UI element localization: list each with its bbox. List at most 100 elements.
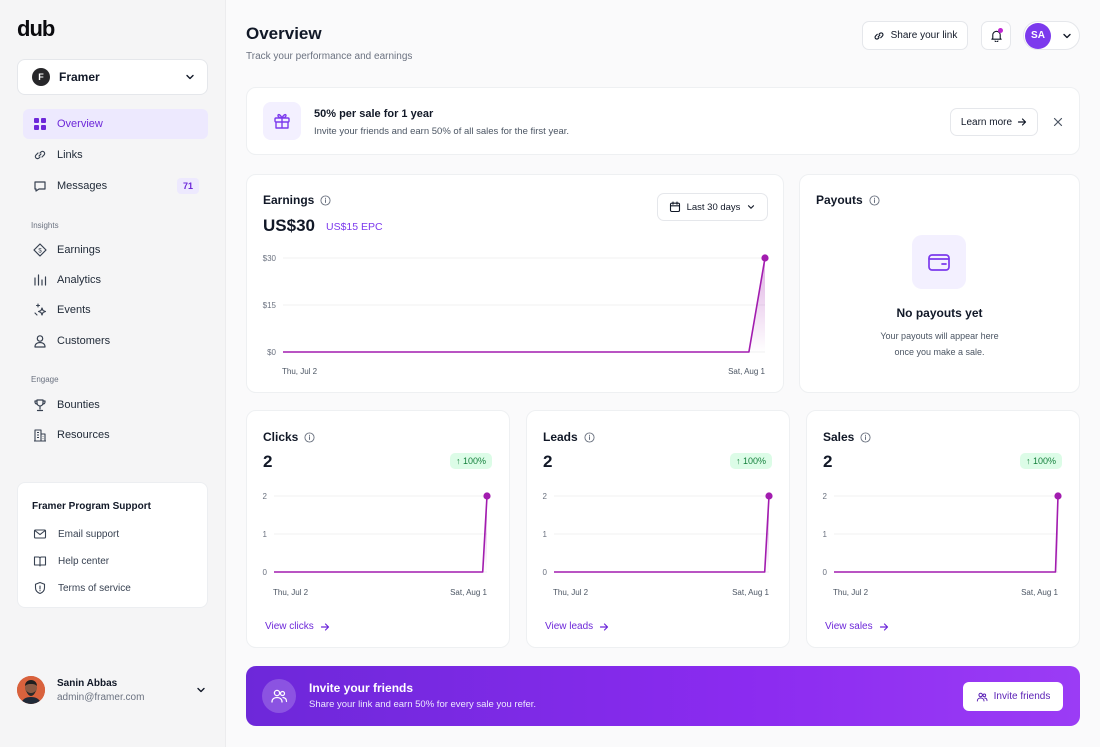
series-area bbox=[274, 496, 487, 572]
main-content: Overview Track your performance and earn… bbox=[225, 0, 1100, 747]
view-sales-link[interactable]: View sales bbox=[825, 621, 889, 632]
x-end-label: Sat, Aug 1 bbox=[732, 588, 769, 597]
bar-chart-icon bbox=[32, 272, 48, 288]
invite-banner: Invite your friends Share your link and … bbox=[246, 666, 1080, 726]
view-sales-label: View sales bbox=[825, 621, 873, 632]
x-start-label: Thu, Jul 2 bbox=[282, 367, 318, 376]
promo-title: 50% per sale for 1 year bbox=[314, 108, 434, 120]
arrow-right-icon bbox=[879, 622, 889, 632]
last-point bbox=[761, 254, 769, 262]
workspace-switcher[interactable]: F Framer bbox=[17, 59, 208, 95]
sidebar-item-links[interactable]: Links bbox=[23, 140, 208, 170]
earnings-epc: US$15 EPC bbox=[326, 221, 383, 233]
page-title: Overview bbox=[246, 24, 322, 43]
user-menu[interactable]: Sanin Abbas admin@framer.com bbox=[17, 673, 208, 707]
clicks-card: Clicks 2 ↑ 100% 2 1 0 Thu, Jul 2 Sat, Aug 1 … bbox=[246, 410, 510, 648]
leads-card: Leads 2 ↑ 100% 2 1 0 Thu, Jul 2 Sat, Aug 1 V… bbox=[526, 410, 790, 648]
y-tick-label: 2 bbox=[263, 492, 268, 501]
x-start-label: Thu, Jul 2 bbox=[833, 588, 869, 597]
invite-friends-button[interactable]: Invite friends bbox=[963, 682, 1063, 711]
leads-title-label: Leads bbox=[543, 430, 578, 444]
share-link-button[interactable]: Share your link bbox=[862, 21, 968, 50]
arrow-up-icon: ↑ bbox=[1025, 456, 1031, 466]
support-item-label: Help center bbox=[58, 555, 110, 567]
gift-icon bbox=[263, 102, 301, 140]
arrow-up-icon: ↑ bbox=[455, 456, 461, 466]
view-leads-link[interactable]: View leads bbox=[545, 621, 609, 632]
sidebar-item-label: Earnings bbox=[57, 244, 101, 256]
y-tick-label: 0 bbox=[543, 568, 548, 577]
leads-value: 2 bbox=[543, 452, 553, 471]
invite-friends-label: Invite friends bbox=[993, 691, 1051, 702]
sidebar: dub F Framer Overview Links Messages 71 … bbox=[0, 0, 225, 747]
no-payouts-line-2: once you make a sale. bbox=[894, 347, 985, 357]
clicks-title: Clicks bbox=[263, 430, 315, 444]
users-icon bbox=[262, 679, 296, 713]
sidebar-item-label: Bounties bbox=[57, 399, 100, 411]
dub-logo[interactable]: dub bbox=[17, 16, 55, 41]
y-tick-label: $30 bbox=[263, 254, 277, 263]
sidebar-item-label: Overview bbox=[57, 118, 103, 130]
x-end-label: Sat, Aug 1 bbox=[728, 367, 765, 376]
terms-of-service-link[interactable]: Terms of service bbox=[32, 580, 131, 596]
series-area bbox=[283, 258, 765, 352]
series-line bbox=[283, 257, 766, 353]
sales-chart: 2 1 0 Thu, Jul 2 Sat, Aug 1 bbox=[823, 492, 1062, 597]
learn-more-button[interactable]: Learn more bbox=[950, 108, 1038, 136]
y-tick-label: 0 bbox=[263, 568, 268, 577]
earnings-title: Earnings bbox=[263, 193, 331, 207]
account-menu[interactable]: SA bbox=[1023, 21, 1080, 50]
view-clicks-link[interactable]: View clicks bbox=[265, 621, 330, 632]
date-range-picker[interactable]: Last 30 days bbox=[657, 193, 768, 221]
series-line bbox=[554, 495, 770, 573]
last-point bbox=[483, 492, 491, 500]
info-icon[interactable] bbox=[304, 431, 315, 443]
sales-value: 2 bbox=[823, 452, 833, 471]
sidebar-item-analytics[interactable]: Analytics bbox=[23, 265, 208, 295]
change-value: 100% bbox=[1032, 456, 1056, 466]
trophy-icon bbox=[32, 397, 48, 413]
earnings-title-label: Earnings bbox=[263, 193, 315, 207]
calendar-icon bbox=[669, 201, 681, 213]
info-icon[interactable] bbox=[869, 194, 880, 206]
sidebar-item-overview[interactable]: Overview bbox=[23, 109, 208, 139]
y-tick-label: 1 bbox=[543, 530, 548, 539]
help-center-link[interactable]: Help center bbox=[32, 553, 109, 569]
book-icon bbox=[32, 553, 48, 569]
sidebar-item-earnings[interactable]: $ Earnings bbox=[23, 235, 208, 265]
change-badge: ↑ 100% bbox=[449, 453, 492, 469]
sidebar-item-events[interactable]: Events bbox=[23, 295, 208, 325]
info-icon[interactable] bbox=[860, 431, 871, 443]
chevron-down-icon bbox=[194, 683, 208, 697]
close-icon[interactable] bbox=[1050, 114, 1066, 130]
invite-title: Invite your friends bbox=[309, 681, 414, 695]
section-label-insights: Insights bbox=[31, 221, 59, 230]
x-start-label: Thu, Jul 2 bbox=[553, 588, 589, 597]
payouts-title-label: Payouts bbox=[816, 193, 863, 207]
sidebar-item-customers[interactable]: Customers bbox=[23, 326, 208, 356]
user-name: Sanin Abbas bbox=[57, 677, 118, 689]
sidebar-item-label: Resources bbox=[57, 429, 110, 441]
page-subtitle: Track your performance and earnings bbox=[246, 51, 413, 62]
sidebar-item-resources[interactable]: Resources bbox=[23, 420, 208, 450]
email-support-link[interactable]: Email support bbox=[32, 526, 119, 542]
last-point bbox=[765, 492, 773, 500]
info-icon[interactable] bbox=[584, 431, 595, 443]
info-icon[interactable] bbox=[320, 194, 331, 206]
sales-title-label: Sales bbox=[823, 430, 855, 444]
arrow-right-icon bbox=[1017, 117, 1027, 127]
sidebar-item-messages[interactable]: Messages 71 bbox=[23, 171, 208, 201]
invite-description: Share your link and earn 50% for every s… bbox=[309, 699, 537, 710]
y-tick-label: 2 bbox=[823, 492, 828, 501]
avatar bbox=[17, 676, 45, 704]
arrow-right-icon bbox=[320, 622, 330, 632]
notification-dot bbox=[998, 28, 1003, 33]
y-tick-label: 1 bbox=[823, 530, 828, 539]
account-avatar: SA bbox=[1025, 22, 1051, 49]
sidebar-item-label: Messages bbox=[57, 180, 108, 192]
notifications-button[interactable] bbox=[981, 21, 1011, 50]
user-email: admin@framer.com bbox=[57, 691, 145, 703]
sidebar-item-label: Customers bbox=[57, 335, 111, 347]
sidebar-item-bounties[interactable]: Bounties bbox=[23, 390, 208, 420]
arrow-right-icon bbox=[599, 622, 609, 632]
